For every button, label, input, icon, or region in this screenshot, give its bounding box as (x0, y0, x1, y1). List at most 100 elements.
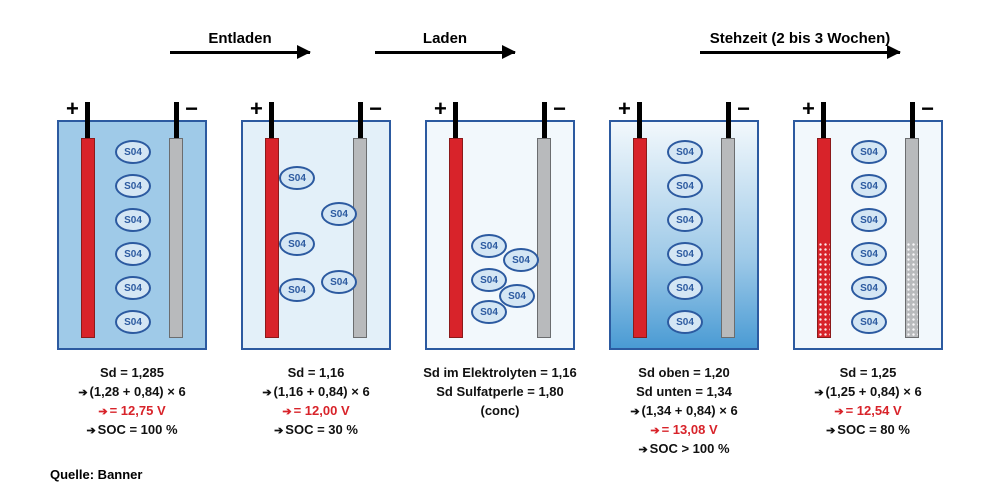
so4-bubble: S04 (851, 242, 887, 266)
so4-bubble: S04 (667, 208, 703, 232)
plus-icon: + (434, 100, 447, 122)
info-line: Sd = 1,16 (236, 364, 396, 383)
plus-icon: + (802, 100, 815, 122)
info-line: SOC > 100 % (604, 440, 764, 459)
terminals: + − (236, 100, 396, 122)
wire-neg (358, 102, 363, 138)
terminals: + − (420, 100, 580, 122)
info-voltage: = 13,08 V (604, 421, 764, 440)
plus-icon: + (250, 100, 263, 122)
plus-icon: + (66, 100, 79, 122)
info-line: Sd = 1,25 (788, 364, 948, 383)
headers-row: Entladen Laden Stehzeit (2 bis 3 Wochen) (0, 30, 1000, 90)
cell-5-info: Sd = 1,25 (1,25 + 0,84) × 6 = 12,54 V SO… (788, 364, 948, 440)
wire-pos (453, 102, 458, 138)
plate-neg (905, 138, 919, 338)
plate-neg (721, 138, 735, 338)
info-line: Sd Sulfatperle = 1,80 (conc) (420, 383, 580, 421)
cell-4-info: Sd oben = 1,20 Sd unten = 1,34 (1,34 + 0… (604, 364, 764, 459)
info-line: Sd = 1,285 (52, 364, 212, 383)
so4-bubble: S04 (115, 140, 151, 164)
info-line: (1,16 + 0,84) × 6 (236, 383, 396, 402)
so4-bubble: S04 (851, 208, 887, 232)
info-voltage: = 12,75 V (52, 402, 212, 421)
info-line: (1,25 + 0,84) × 6 (788, 383, 948, 402)
so4-bubble: S04 (471, 234, 507, 258)
plate-pos (817, 138, 831, 338)
so4-bubble: S04 (667, 276, 703, 300)
arrow-icon (170, 51, 310, 54)
so4-bubble: S04 (503, 248, 539, 272)
cell-body: S04S04S04S04S04S04 (609, 120, 759, 350)
cell-5: + − S04 S04 S04 S04 S04 S04 Sd = 1,25 (1,25 +… (788, 100, 948, 459)
cell-2-info: Sd = 1,16 (1,16 + 0,84) × 6 = 12,00 V SO… (236, 364, 396, 440)
so4-bubble: S04 (851, 174, 887, 198)
so4-bubble: S04 (115, 310, 151, 334)
info-line: Sd oben = 1,20 (604, 364, 764, 383)
plate-pos (265, 138, 279, 338)
so4-bubble: S04 (279, 166, 315, 190)
plate-neg (537, 138, 551, 338)
so4-bubble: S04 (499, 284, 535, 308)
source-label: Quelle: Banner (50, 467, 142, 482)
so4-bubble: S04 (851, 310, 887, 334)
wire-neg (542, 102, 547, 138)
cell-1: + − S04 S04 S04 S04 S04 S04 Sd = 1,285 (1,28 … (52, 100, 212, 459)
so4-bubble: S04 (471, 300, 507, 324)
header-laden: Laden (345, 30, 545, 54)
cell-4: + − S04S04S04S04S04S04 Sd oben = 1,20 Sd… (604, 100, 764, 459)
terminals: + − (52, 100, 212, 122)
so4-bubble: S04 (851, 140, 887, 164)
so4-bubble: S04 (115, 276, 151, 300)
wire-pos (637, 102, 642, 138)
minus-icon: − (553, 100, 566, 122)
cell-1-info: Sd = 1,285 (1,28 + 0,84) × 6 = 12,75 V S… (52, 364, 212, 440)
info-line: Sd im Elektrolyten = 1,16 (420, 364, 580, 383)
so4-bubble: S04 (115, 208, 151, 232)
plus-icon: + (618, 100, 631, 122)
plate-neg (353, 138, 367, 338)
so4-bubble: S04 (115, 242, 151, 266)
info-line: SOC = 30 % (236, 421, 396, 440)
cell-2: + − S04S04S04S04S04 Sd = 1,16 (1,16 + 0,… (236, 100, 396, 459)
arrow-icon (700, 51, 900, 54)
wire-pos (269, 102, 274, 138)
minus-icon: − (369, 100, 382, 122)
so4-bubble: S04 (667, 174, 703, 198)
wire-neg (174, 102, 179, 138)
terminals: + − (788, 100, 948, 122)
wire-pos (821, 102, 826, 138)
wire-pos (85, 102, 90, 138)
minus-icon: − (921, 100, 934, 122)
so4-bubble: S04 (321, 202, 357, 226)
so4-bubble: S04 (279, 278, 315, 302)
so4-bubble: S04 (851, 276, 887, 300)
cell-body: S04S04S04S04S04 (241, 120, 391, 350)
wire-neg (910, 102, 915, 138)
cell-body: S04 S04 S04 S04 S04 S04 (57, 120, 207, 350)
cell-body: S04 S04 S04 S04 S04 S04 (793, 120, 943, 350)
so4-bubble: S04 (115, 174, 151, 198)
plate-pos (81, 138, 95, 338)
info-voltage: = 12,54 V (788, 402, 948, 421)
cell-body: S04S04S04S04S04 (425, 120, 575, 350)
arrow-icon (375, 51, 515, 54)
info-line: SOC = 100 % (52, 421, 212, 440)
info-line: (1,28 + 0,84) × 6 (52, 383, 212, 402)
plate-pos (633, 138, 647, 338)
minus-icon: − (737, 100, 750, 122)
info-line: Sd unten = 1,34 (604, 383, 764, 402)
cell-3-info: Sd im Elektrolyten = 1,16 Sd Sulfatperle… (420, 364, 580, 421)
minus-icon: − (185, 100, 198, 122)
so4-bubble: S04 (667, 140, 703, 164)
cell-3: + − S04S04S04S04S04 Sd im Elektrolyten =… (420, 100, 580, 459)
plate-pos (449, 138, 463, 338)
header-entladen: Entladen (140, 30, 340, 54)
info-line: SOC = 80 % (788, 421, 948, 440)
so4-bubble: S04 (279, 232, 315, 256)
so4-bubble: S04 (321, 270, 357, 294)
so4-bubble: S04 (667, 242, 703, 266)
info-voltage: = 12,00 V (236, 402, 396, 421)
info-line: (1,34 + 0,84) × 6 (604, 402, 764, 421)
plate-neg (169, 138, 183, 338)
